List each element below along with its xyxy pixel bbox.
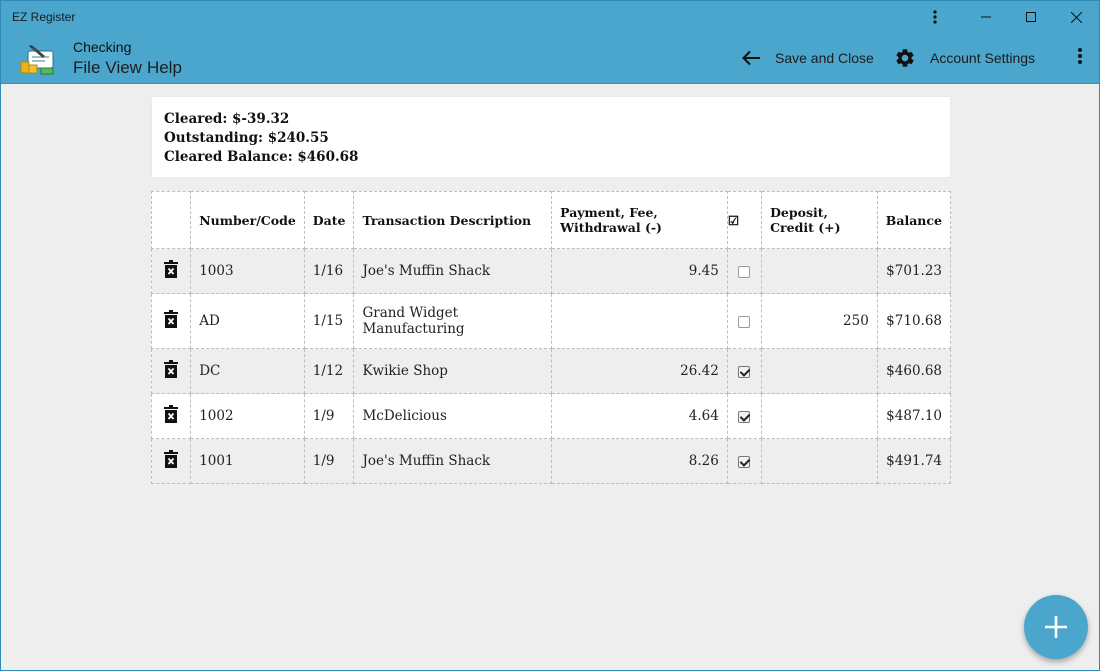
account-settings-button[interactable]: Account Settings — [894, 45, 1035, 71]
close-button[interactable] — [1053, 1, 1099, 33]
menu-help[interactable]: Help — [146, 58, 182, 77]
row-balance: $710.68 — [876, 293, 952, 349]
menu-file[interactable]: File — [73, 58, 101, 77]
header-balance: Balance — [876, 191, 952, 249]
app-bar: Checking File View Help Save and Close A… — [1, 33, 1099, 84]
outstanding-total: Outstanding: $240.55 — [164, 130, 329, 146]
minimize-button[interactable] — [963, 1, 1009, 33]
add-icon — [1045, 616, 1067, 638]
row-deposit[interactable] — [761, 393, 878, 439]
row-date[interactable]: 1/15 — [303, 293, 355, 349]
row-number[interactable]: 1001 — [190, 438, 305, 484]
maximize-button[interactable] — [1008, 1, 1054, 33]
more-vert-icon[interactable] — [1077, 47, 1083, 70]
row-deposit[interactable] — [761, 248, 878, 294]
back-arrow-icon — [742, 50, 760, 66]
row-number[interactable]: 1003 — [190, 248, 305, 294]
trash-icon[interactable] — [164, 260, 179, 282]
balance-summary: Cleared: $-39.32 Outstanding: $240.55 Cl… — [152, 97, 950, 177]
header-deposit: Deposit, Credit (+) — [761, 191, 878, 249]
trash-icon[interactable] — [164, 405, 179, 427]
row-description[interactable]: McDelicious — [353, 393, 553, 439]
cleared-balance: Cleared Balance: $460.68 — [164, 149, 359, 165]
trash-icon[interactable] — [164, 450, 179, 472]
table-header-row: Number/Code Date Transaction Description… — [150, 191, 952, 249]
row-number[interactable]: AD — [190, 293, 305, 349]
row-description[interactable]: Grand Widget Manufacturing — [353, 293, 553, 349]
table-row: AD 1/15 Grand Widget Manufacturing 250 $… — [150, 293, 952, 349]
save-and-close-label: Save and Close — [775, 50, 874, 66]
account-name: Checking — [73, 39, 132, 55]
cleared-total: Cleared: $-39.32 — [164, 111, 290, 127]
header-payment: Payment, Fee, Withdrawal (-) — [551, 191, 728, 249]
cleared-checkbox[interactable] — [738, 265, 751, 278]
gear-icon — [896, 49, 914, 67]
cleared-checkbox[interactable] — [738, 365, 751, 378]
row-payment[interactable]: 4.64 — [551, 393, 728, 439]
row-balance: $460.68 — [876, 348, 952, 394]
row-date[interactable]: 1/9 — [303, 393, 355, 439]
row-date[interactable]: 1/12 — [303, 348, 355, 394]
header-date: Date — [303, 191, 355, 249]
save-and-close-button[interactable]: Save and Close — [741, 45, 874, 71]
row-payment[interactable]: 26.42 — [551, 348, 728, 394]
row-deposit[interactable] — [761, 348, 878, 394]
menu-bar: File View Help — [73, 58, 187, 78]
row-description[interactable]: Joe's Muffin Shack — [353, 248, 553, 294]
header-delete — [150, 191, 192, 249]
add-transaction-button[interactable] — [1024, 595, 1088, 659]
row-payment[interactable] — [551, 293, 728, 349]
row-balance: $487.10 — [876, 393, 952, 439]
cleared-checkbox[interactable] — [738, 315, 751, 328]
window-menu-icon[interactable] — [912, 1, 958, 33]
account-settings-label: Account Settings — [930, 50, 1036, 66]
register-table: Number/Code Date Transaction Description… — [150, 191, 952, 484]
row-number[interactable]: DC — [190, 348, 305, 394]
menu-view[interactable]: View — [105, 58, 142, 77]
trash-icon[interactable] — [164, 310, 179, 332]
row-balance: $491.74 — [876, 438, 952, 484]
window-title: EZ Register — [12, 10, 76, 24]
row-date[interactable]: 1/16 — [303, 248, 355, 294]
cleared-checkbox[interactable] — [738, 455, 751, 468]
table-row: 1003 1/16 Joe's Muffin Shack 9.45 $701.2… — [150, 248, 952, 294]
table-row: 1001 1/9 Joe's Muffin Shack 8.26 $491.74 — [150, 438, 952, 484]
row-payment[interactable]: 8.26 — [551, 438, 728, 484]
table-row: 1002 1/9 McDelicious 4.64 $487.10 — [150, 393, 952, 439]
cleared-checkbox[interactable] — [738, 410, 751, 423]
row-description[interactable]: Joe's Muffin Shack — [353, 438, 553, 484]
header-description: Transaction Description — [353, 191, 553, 249]
row-description[interactable]: Kwikie Shop — [353, 348, 553, 394]
table-row: DC 1/12 Kwikie Shop 26.42 $460.68 — [150, 348, 952, 394]
row-balance: $701.23 — [876, 248, 952, 294]
row-payment[interactable]: 9.45 — [551, 248, 728, 294]
app-logo-icon — [19, 42, 55, 76]
header-number: Number/Code — [190, 191, 305, 249]
row-number[interactable]: 1002 — [190, 393, 305, 439]
row-deposit[interactable]: 250 — [761, 293, 878, 349]
title-bar: EZ Register — [1, 1, 1099, 33]
row-deposit[interactable] — [761, 438, 878, 484]
header-cleared: ☑ — [726, 191, 763, 249]
row-date[interactable]: 1/9 — [303, 438, 355, 484]
trash-icon[interactable] — [164, 360, 179, 382]
